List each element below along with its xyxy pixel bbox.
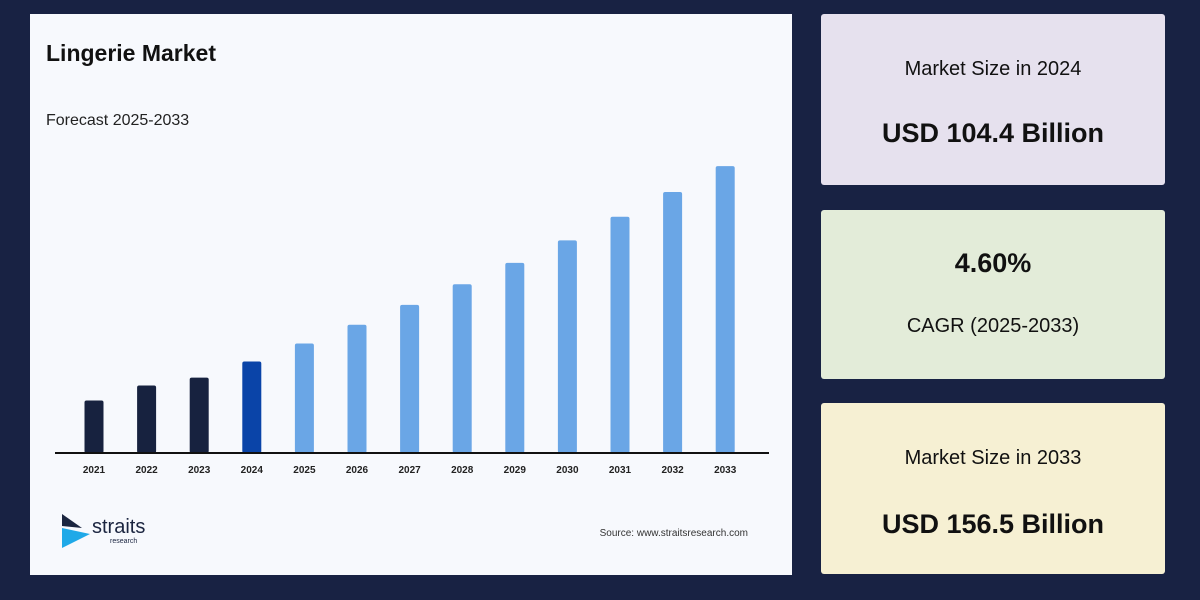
bar-2023 [189, 377, 209, 453]
bar-2022 [137, 385, 157, 453]
logo-arrow-icon [62, 514, 90, 548]
logo-sub: research [110, 538, 138, 545]
stat-value: USD 156.5 Billion [881, 509, 1105, 539]
logo-name: straits [92, 516, 146, 538]
x-tick-label: 2024 [241, 465, 264, 476]
chart-card: 2021 2022 2023 2024 2025 2026 2027 2028 2029 2030… [30, 14, 792, 575]
stat-card-cagr: 4.60% CAGR (2025-2033) [821, 210, 1165, 379]
x-tick-label: 2028 [451, 465, 474, 476]
stat-value: USD 104.4 Billion [881, 118, 1105, 148]
x-tick-label: 2027 [398, 465, 421, 476]
bar-chart: 2021 2022 2023 2024 2025 2026 2027 2028 2029 2030… [55, 166, 769, 476]
stat-card-2024: Market Size in 2024 USD 104.4 Billion [821, 14, 1165, 185]
x-tick-label: 2026 [346, 465, 369, 476]
x-tick-label: 2022 [135, 465, 158, 476]
chart-subtitle: Forecast 2025-2033 [46, 112, 190, 129]
bar-2027 [400, 304, 420, 453]
bar-2029 [505, 262, 525, 453]
stat-value: 4.60% [954, 248, 1032, 278]
chart-title: Lingerie Market [46, 40, 216, 66]
bar-2021 [84, 400, 104, 453]
x-tick-label: 2031 [609, 465, 632, 476]
x-tick-label: 2025 [293, 465, 316, 476]
bar-2033 [715, 166, 735, 453]
source-text: Source: www.straitsresearch.com [599, 528, 748, 539]
stat-label: Market Size in 2033 [904, 447, 1082, 469]
bar-2030 [557, 240, 577, 453]
bar-2026 [347, 324, 367, 453]
bar-2024 [242, 361, 262, 453]
bar-2031 [610, 216, 630, 453]
stat-card-2033: Market Size in 2033 USD 156.5 Billion [821, 403, 1165, 574]
x-tick-label: 2023 [188, 465, 211, 476]
stat-label: Market Size in 2024 [904, 58, 1082, 80]
x-tick-label: 2032 [661, 465, 684, 476]
x-tick-label: 2030 [556, 465, 579, 476]
x-tick-label: 2021 [83, 465, 106, 476]
straits-logo: straits research [60, 512, 160, 552]
bar-2032 [663, 192, 683, 453]
x-tick-label: 2029 [504, 465, 527, 476]
bar-2028 [452, 284, 472, 453]
bar-2025 [294, 343, 314, 453]
stat-label: CAGR (2025-2033) [906, 315, 1080, 337]
x-tick-label: 2033 [714, 465, 737, 476]
